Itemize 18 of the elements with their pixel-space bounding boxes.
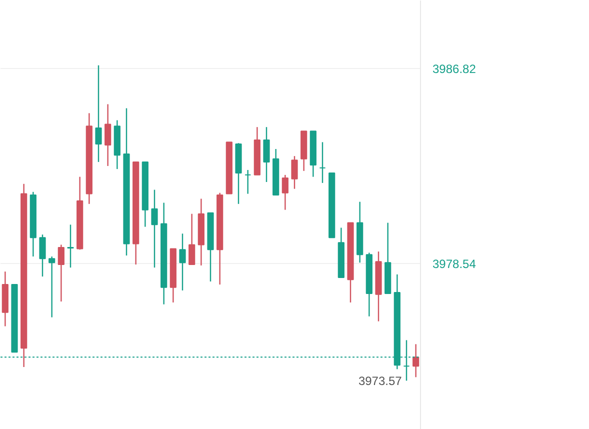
y-tick-label: 3986.82 <box>432 62 476 76</box>
candlestick <box>67 224 74 268</box>
candlestick <box>151 189 158 268</box>
candlestick <box>291 155 298 190</box>
candlestick <box>179 233 186 292</box>
candlestick <box>39 234 46 278</box>
candlestick <box>188 213 196 266</box>
candlestick <box>104 104 112 167</box>
candlestick <box>244 169 252 194</box>
candlestick <box>319 142 326 184</box>
candlestick <box>282 174 288 210</box>
candlestick <box>263 126 270 183</box>
candlestick <box>58 244 64 302</box>
candlestick <box>48 256 56 318</box>
y-tick-label: 3978.54 <box>432 257 476 272</box>
annotation: 3973.57 <box>358 374 402 388</box>
candlestick <box>95 64 102 163</box>
candlestick <box>412 344 420 378</box>
